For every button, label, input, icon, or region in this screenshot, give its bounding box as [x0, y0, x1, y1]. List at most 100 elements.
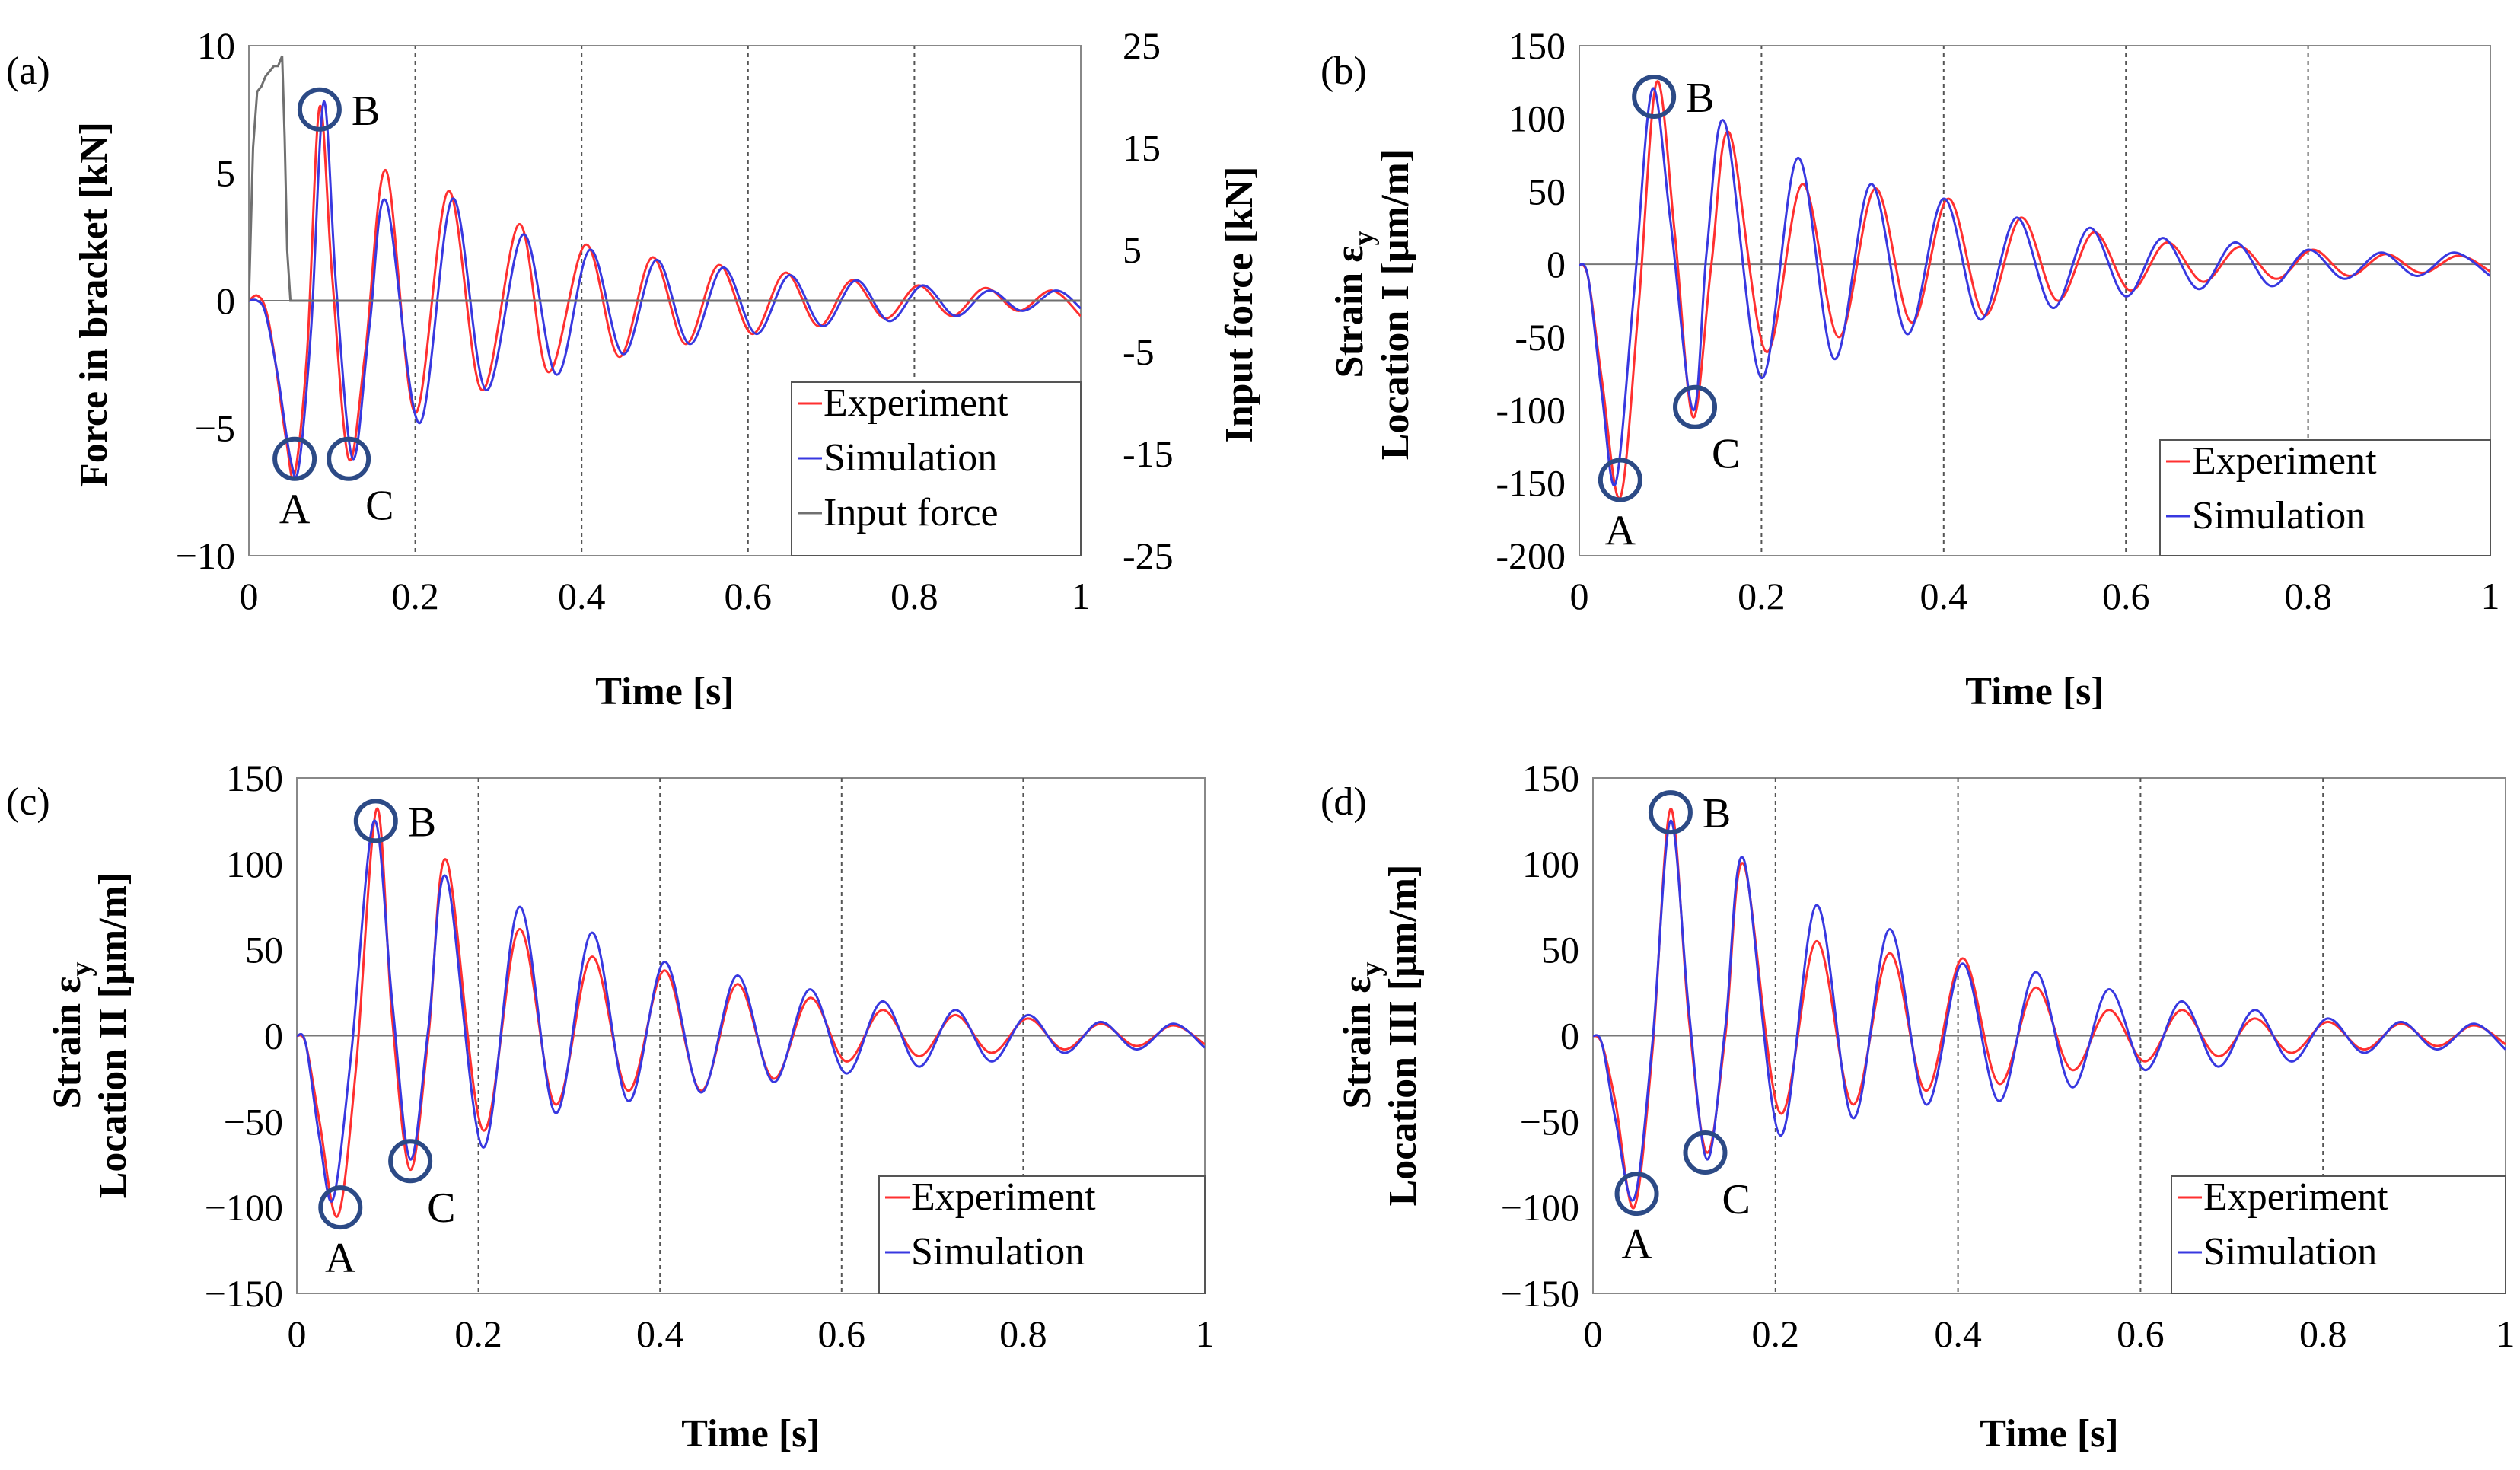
series-line-simulation [1593, 819, 2506, 1202]
y-tick-label: 100 [1508, 97, 1566, 140]
point-label-c: C [1722, 1176, 1750, 1223]
chart-panel-d: 0 0.2 0.4 0.6 0.8 1 −150 −100 −50 0 50 100 150 (d) Tim… [1321, 757, 2515, 1456]
point-marker-a [1614, 1172, 1659, 1216]
x-tick-label: 0.6 [2117, 1312, 2165, 1355]
y-axis-label-subscript: y [1356, 962, 1387, 977]
y-tick-label: 5 [216, 152, 235, 195]
series-line-experiment [249, 104, 1081, 480]
x-tick-label: 0.2 [1738, 575, 1786, 617]
panel-label: (b) [1321, 49, 1367, 93]
series-line-experiment [1579, 80, 2490, 500]
legend-label: Experiment [911, 1175, 1096, 1219]
panel-label: (a) [6, 49, 50, 93]
point-marker-b [1632, 75, 1677, 119]
x-tick-label: 0.2 [454, 1312, 502, 1355]
y-axis-label: Force in bracket [kN] [72, 122, 116, 487]
y-tick-label: 100 [226, 843, 283, 885]
series-line-experiment [297, 808, 1205, 1218]
y-tick-label: 50 [1541, 929, 1579, 971]
y2-tick-label: 5 [1123, 228, 1142, 271]
y-axis-label-main: Strain ε [1328, 246, 1372, 378]
y-axis-label: Strain εy [1336, 962, 1387, 1109]
x-tick-label: 0.8 [2299, 1312, 2347, 1355]
y-tick-label: −50 [1520, 1100, 1579, 1143]
legend-box [878, 1175, 1206, 1294]
x-tick-label: 0.6 [725, 575, 773, 617]
y-tick-label: -50 [1515, 316, 1566, 359]
x-tick-label: 0.8 [2284, 575, 2332, 617]
y-axis-label: Strain εy [1328, 231, 1380, 378]
point-label-a: A [1621, 1221, 1652, 1268]
legend-label: Simulation [2192, 494, 2365, 537]
y-tick-label: 10 [197, 24, 235, 67]
series-line-simulation [1579, 87, 2490, 486]
x-tick-label: 0 [288, 1312, 307, 1355]
legend-box [2159, 439, 2491, 556]
x-tick-label: 0 [240, 575, 259, 617]
legend-label: Simulation [2203, 1230, 2377, 1274]
point-marker-b [353, 799, 398, 843]
x-axis-label: Time [s] [681, 1412, 820, 1456]
x-tick-label: 0.4 [1934, 1312, 1982, 1355]
y-tick-label: 0 [216, 279, 235, 322]
point-marker-a [272, 436, 317, 481]
point-label-b: B [352, 88, 380, 135]
point-marker-c [388, 1139, 433, 1184]
y-tick-label: -150 [1496, 461, 1566, 504]
point-marker-c [1673, 384, 1718, 429]
y-axis-label-line2: Location II [µm/m] [91, 872, 135, 1199]
x-tick-label: 0.2 [391, 575, 439, 617]
y-tick-label: 150 [226, 757, 283, 799]
y-axis-label-subscript: y [1348, 231, 1380, 246]
x-axis-label: Time [s] [1965, 670, 2104, 713]
legend-label: Experiment [2192, 439, 2377, 483]
x-tick-label: 0 [1570, 575, 1589, 617]
legend-label: Experiment [2203, 1175, 2388, 1219]
y-tick-label: −100 [1501, 1186, 1579, 1229]
y-tick-label: 0 [264, 1015, 283, 1057]
legend-label: Simulation [824, 436, 997, 480]
y-tick-label: 100 [1522, 843, 1579, 885]
y-tick-label: -100 [1496, 389, 1566, 432]
y2-tick-label: -15 [1123, 432, 1174, 475]
x-tick-label: 1 [2496, 1312, 2515, 1355]
y-axis-label-line2: Location III [µm/m] [1381, 865, 1425, 1207]
x-tick-label: 0.8 [890, 575, 938, 617]
x-tick-label: 0.4 [636, 1312, 684, 1355]
panel-label: (d) [1321, 780, 1367, 824]
series-line-simulation [297, 819, 1205, 1203]
y-tick-label: −100 [205, 1186, 283, 1229]
x-tick-label: 0.6 [2102, 575, 2150, 617]
series-line-simulation [249, 100, 1081, 479]
legend-box [791, 381, 1082, 556]
x-tick-label: 0.2 [1752, 1312, 1800, 1355]
y-axis-label-line2: Location I [µm/m] [1374, 149, 1417, 460]
y-tick-label: −150 [1501, 1272, 1579, 1315]
y2-axis-label: Input force [kN] [1218, 166, 1261, 442]
x-tick-label: 0.4 [558, 575, 606, 617]
y-tick-label: 150 [1522, 757, 1579, 799]
y-tick-label: -200 [1496, 534, 1566, 577]
point-marker-c [1683, 1130, 1728, 1175]
x-tick-label: 1 [1196, 1312, 1215, 1355]
point-marker-b [297, 87, 342, 132]
point-label-c: C [1712, 431, 1740, 478]
x-tick-label: 1 [2481, 575, 2500, 617]
legend-label: Simulation [911, 1230, 1085, 1274]
series-line-experiment [1593, 808, 2506, 1210]
legend-label: Experiment [824, 381, 1008, 425]
y-tick-label: −5 [195, 407, 235, 450]
y2-tick-label: -5 [1123, 330, 1155, 373]
y-tick-label: 50 [1528, 170, 1566, 212]
y-tick-label: −50 [224, 1100, 283, 1143]
y-tick-label: 0 [1547, 243, 1566, 285]
point-label-a: A [279, 486, 311, 534]
y2-tick-label: 15 [1123, 126, 1161, 169]
y-tick-label: −10 [176, 534, 235, 577]
point-marker-c [327, 436, 371, 481]
point-label-b: B [1686, 75, 1714, 122]
y-tick-label: 50 [245, 929, 283, 971]
y-tick-label: 0 [1560, 1015, 1579, 1057]
point-label-a: A [1605, 507, 1636, 554]
